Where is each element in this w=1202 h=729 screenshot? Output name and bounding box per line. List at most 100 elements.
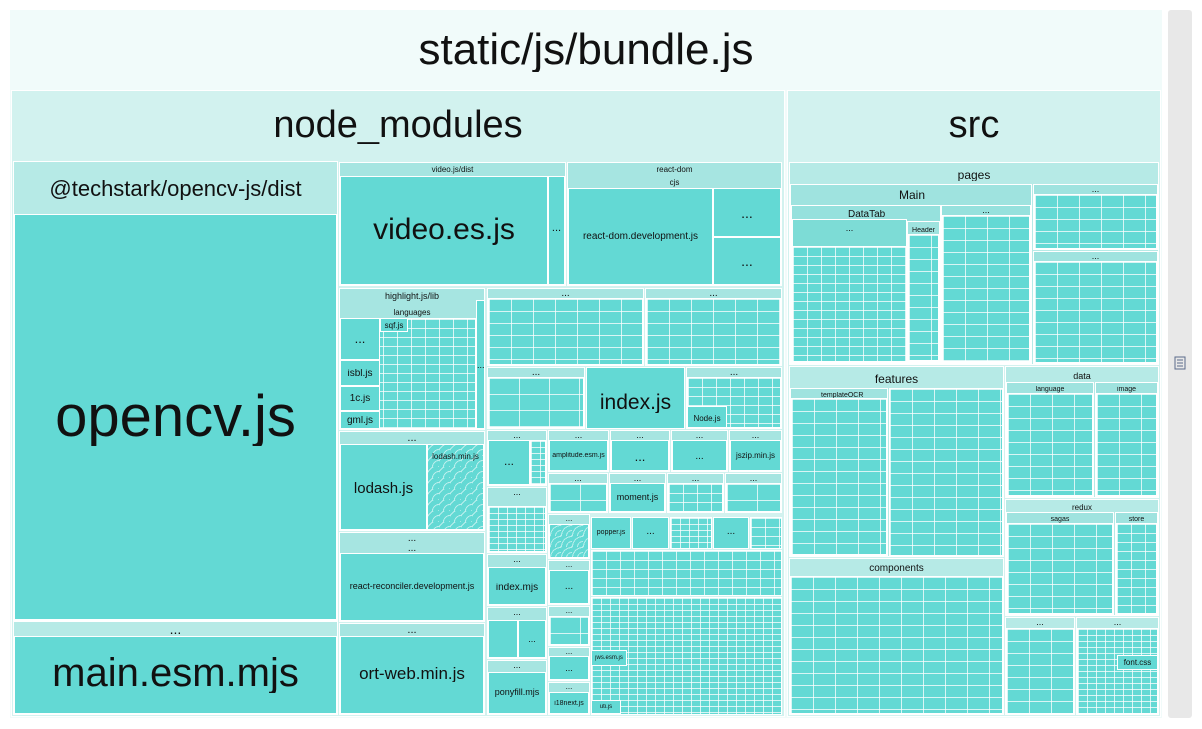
treemap-pkg-n-files[interactable] bbox=[549, 616, 589, 645]
treemap-components-files[interactable] bbox=[790, 576, 1003, 714]
treemap-leaf-pkg-k2[interactable]: ... bbox=[518, 620, 546, 658]
treemap-header-files[interactable] bbox=[908, 234, 939, 361]
pages-label: pages bbox=[957, 169, 991, 181]
treemap-pages-other-b-files[interactable] bbox=[1034, 261, 1157, 363]
react-reconciler-ellipsis-a: ... bbox=[407, 534, 417, 544]
node-js-label: Node.js bbox=[693, 415, 721, 423]
treemap-features-other-files[interactable] bbox=[889, 388, 1003, 556]
treemap-leaf-uti[interactable]: uti.js bbox=[591, 700, 621, 714]
treemap-pkg-g-files[interactable] bbox=[549, 483, 607, 512]
treemap-pkg-s-files[interactable] bbox=[750, 517, 782, 549]
treemap-templateocr-files[interactable] bbox=[791, 398, 887, 555]
treemap-leaf-pkg-e[interactable]: ... bbox=[611, 440, 669, 471]
pkg-f-leaf-ellipsis: ... bbox=[695, 452, 704, 462]
languages-label: languages bbox=[393, 309, 431, 317]
lodash-min-label: lodash.min.js bbox=[432, 453, 479, 461]
treemap-leaf-1c[interactable]: 1c.js bbox=[340, 386, 380, 411]
videojs-other-ellipsis: ... bbox=[551, 223, 562, 234]
treemap-store-files[interactable] bbox=[1116, 523, 1157, 614]
i18next-label: i18next.js bbox=[554, 700, 584, 707]
treemap-pkg-h-files[interactable] bbox=[668, 483, 723, 512]
font-css-label: font.css bbox=[1123, 659, 1152, 667]
sidebar-toggle-icon[interactable] bbox=[1174, 356, 1186, 370]
pkg-i-ellipsis: ... bbox=[749, 474, 758, 483]
main-esm-group-ellipsis: ... bbox=[169, 622, 182, 636]
treemap-leaf-datatab-a[interactable]: ... bbox=[792, 219, 907, 247]
index-js-label: index.js bbox=[599, 392, 672, 413]
treemap-leaf-react-reconciler[interactable]: react-reconciler.development.js bbox=[340, 553, 484, 621]
ponyfill-label: ponyfill.mjs bbox=[494, 688, 540, 697]
src-label: src bbox=[948, 106, 1000, 144]
treemap-leaf-popper[interactable]: popper.js bbox=[591, 517, 631, 549]
treemap-leaf-lodash-min[interactable]: lodash.min.js bbox=[427, 444, 484, 530]
treemap-leaf-jws[interactable]: jws.esm.js bbox=[591, 650, 627, 666]
treemap-pkg-j-files[interactable] bbox=[488, 506, 546, 552]
treemap-leaf-react-dom-a[interactable]: ... bbox=[713, 188, 781, 237]
react-dom-cjs-label: cjs bbox=[669, 179, 680, 187]
treemap-leaf-isbl[interactable]: isbl.js bbox=[340, 360, 380, 386]
sidebar-scrollbar[interactable] bbox=[1168, 10, 1192, 718]
treemap-leaf-videojs-other[interactable]: ... bbox=[548, 176, 565, 285]
treemap-leaf-main-esm[interactable]: main.esm.mjs bbox=[14, 636, 337, 714]
treemap-leaf-node-js[interactable]: Node.js bbox=[687, 406, 727, 428]
pkg-i18next-ellipsis: ... bbox=[565, 683, 573, 691]
treemap-leaf-moment[interactable]: moment.js bbox=[610, 483, 665, 512]
treemap-leaf-react-dom-b[interactable]: ... bbox=[713, 237, 781, 285]
treemap-main-b-files[interactable] bbox=[942, 215, 1030, 362]
pkg-moment-ellipsis: ... bbox=[633, 474, 642, 483]
treemap-leaf-amplitude[interactable]: amplitude.esm.js bbox=[549, 440, 608, 471]
1c-label: 1c.js bbox=[349, 394, 371, 404]
treemap-leaf-react-dom-development[interactable]: react-dom.development.js bbox=[568, 188, 713, 285]
gml-label: gml.js bbox=[346, 416, 374, 426]
treemap-leaf-video-es[interactable]: video.es.js bbox=[340, 176, 548, 285]
treemap-pkg-t-files[interactable] bbox=[591, 550, 782, 596]
datatab-label: DataTab bbox=[848, 210, 886, 220]
treemap-image-files[interactable] bbox=[1096, 393, 1157, 496]
treemap-leaf-font-css[interactable]: font.css bbox=[1117, 655, 1158, 670]
treemap-leaf-opencv[interactable]: opencv.js bbox=[14, 214, 337, 620]
image-label: image bbox=[1116, 386, 1137, 393]
treemap-pkg-b-files[interactable] bbox=[646, 298, 781, 365]
videojs-label: video.js/dist bbox=[431, 166, 474, 174]
treemap-leaf-pkg-m[interactable]: ... bbox=[549, 570, 589, 604]
ort-web-ellipsis: ... bbox=[407, 625, 417, 636]
treemap-leaf-highlight-big[interactable]: ... bbox=[340, 318, 380, 360]
pages-other-ellipsis: ... bbox=[1091, 185, 1100, 194]
treemap-pkg-l-files[interactable] bbox=[549, 524, 589, 558]
react-dom-b-ellipsis: ... bbox=[741, 254, 753, 268]
treemap-sagas-files[interactable] bbox=[1007, 523, 1113, 614]
treemap-leaf-pkg-f[interactable]: ... bbox=[672, 440, 727, 471]
treemap-leaf-i18next[interactable]: i18next.js bbox=[549, 692, 589, 714]
moment-label: moment.js bbox=[616, 493, 659, 502]
jszip-label: jszip.min.js bbox=[735, 452, 776, 460]
isbl-label: isbl.js bbox=[347, 369, 373, 379]
treemap-leaf-pkg-d[interactable]: ... bbox=[488, 440, 530, 485]
treemap-pkg-c-files[interactable] bbox=[488, 377, 584, 428]
treemap-leaf-sqf[interactable]: sqf.js bbox=[380, 318, 408, 332]
treemap-leaf-highlight-side[interactable]: ... bbox=[476, 300, 485, 429]
treemap-language-files[interactable] bbox=[1007, 393, 1093, 496]
treemap-src-other-a-files[interactable] bbox=[1006, 628, 1074, 714]
treemap-leaf-pkg-o[interactable]: ... bbox=[549, 656, 589, 680]
treemap-leaf-lodash[interactable]: lodash.js bbox=[340, 444, 427, 530]
treemap-pkg-a-files[interactable] bbox=[488, 298, 643, 365]
treemap-leaf-index-mjs[interactable]: index.mjs bbox=[488, 567, 546, 605]
treemap-leaf-gml[interactable]: gml.js bbox=[340, 411, 380, 429]
treemap-leaf-pkg-k[interactable] bbox=[488, 620, 518, 658]
store-label: store bbox=[1128, 516, 1145, 523]
treemap-leaf-ponyfill[interactable]: ponyfill.mjs bbox=[488, 672, 546, 714]
treemap-pages-other-files[interactable] bbox=[1034, 194, 1157, 249]
treemap-leaf-pkg-p[interactable]: ... bbox=[632, 517, 669, 549]
treemap-leaf-index-js[interactable]: index.js bbox=[586, 367, 685, 429]
treemap-pkg-i-files[interactable] bbox=[726, 483, 781, 512]
pkg-c-ellipsis: ... bbox=[531, 368, 541, 378]
treemap-pkg-d-files[interactable] bbox=[530, 440, 546, 485]
treemap-pkg-q-files[interactable] bbox=[670, 517, 712, 549]
pkg-k2-ellipsis: ... bbox=[528, 635, 536, 644]
react-dom-development-label: react-dom.development.js bbox=[582, 232, 699, 242]
treemap-leaf-ort-web[interactable]: ort-web.min.js bbox=[340, 636, 484, 714]
bundle-title: static/js/bundle.js bbox=[418, 28, 754, 72]
treemap-src-other-b-files[interactable] bbox=[1077, 628, 1158, 714]
treemap-leaf-jszip[interactable]: jszip.min.js bbox=[730, 440, 781, 471]
treemap-leaf-pkg-r[interactable]: ... bbox=[713, 517, 749, 549]
